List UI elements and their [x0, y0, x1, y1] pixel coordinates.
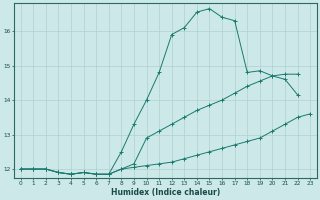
X-axis label: Humidex (Indice chaleur): Humidex (Indice chaleur): [111, 188, 220, 197]
